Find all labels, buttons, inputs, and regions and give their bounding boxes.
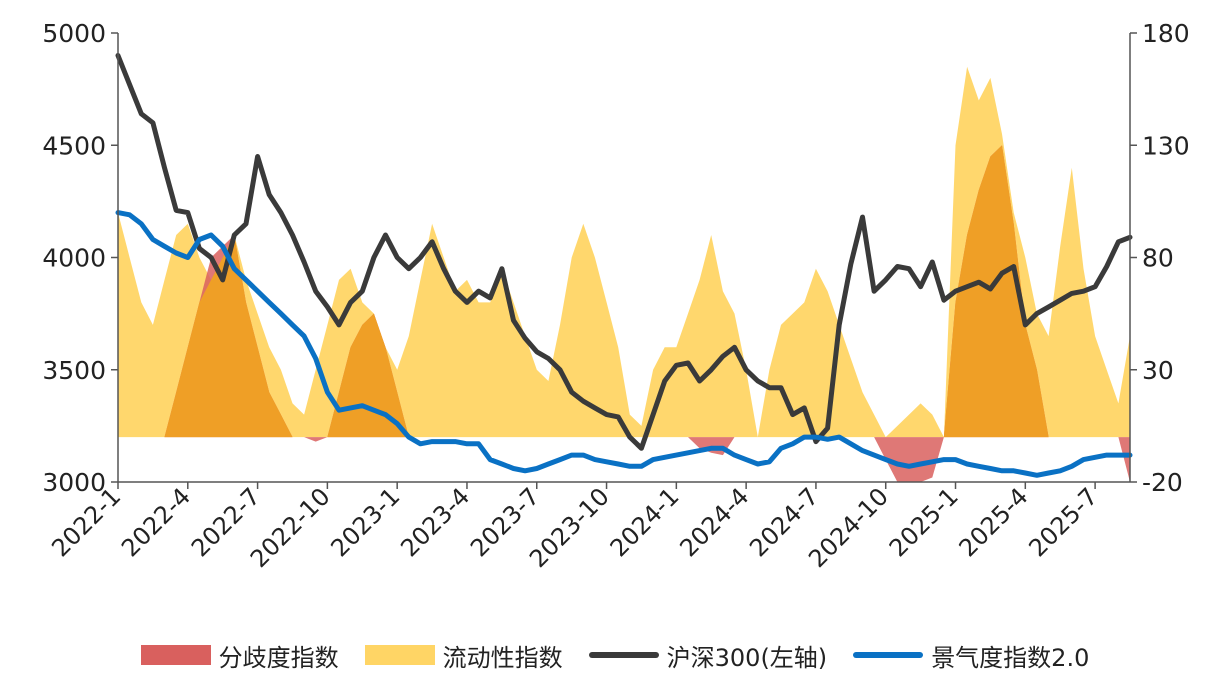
x-tick-label: 2022-4 — [116, 482, 196, 562]
x-tick-label: 2025-1 — [884, 482, 964, 562]
x-tick-label: 2025-7 — [1023, 482, 1103, 562]
x-tick-label: 2024-1 — [605, 482, 685, 562]
legend-label-liquidity: 流动性指数 — [442, 643, 563, 672]
legend-swatch-divergence — [140, 645, 211, 665]
area-series-group — [118, 66, 1130, 483]
line-series-group — [115, 53, 1133, 478]
legend-item-prosperity: 景气度指数2.0 — [853, 638, 1089, 673]
legend-label-prosperity: 景气度指数2.0 — [931, 643, 1090, 672]
legend-swatch-prosperity — [853, 652, 924, 658]
y-right-tick-label: 130 — [1142, 131, 1190, 160]
x-tick-label: 2023-1 — [326, 482, 406, 562]
y-left-tick-label: 3500 — [42, 356, 106, 385]
y-left-tick-label: 5000 — [42, 19, 106, 48]
y-right-tick-label: 80 — [1142, 244, 1174, 273]
legend: 分歧度指数 流动性指数 沪深300(左轴) 景气度指数2.0 — [0, 630, 1230, 680]
y-right-tick-label: -20 — [1142, 468, 1183, 497]
line-prosperity — [115, 210, 1133, 478]
legend-item-divergence: 分歧度指数 — [140, 638, 339, 673]
y-left-tick-label: 4500 — [42, 131, 106, 160]
legend-label-divergence: 分歧度指数 — [218, 643, 339, 672]
x-tick-label: 2024-4 — [674, 482, 754, 562]
chart-svg: 30003500400045005000-2030801301802022-12… — [42, 19, 1190, 573]
legend-item-csi300: 沪深300(左轴) — [588, 638, 828, 673]
line-csi300 — [115, 53, 1133, 451]
area-overlap — [118, 145, 1130, 438]
legend-item-liquidity: 流动性指数 — [364, 638, 563, 673]
y-right-tick-label: 30 — [1142, 356, 1174, 385]
y-right-tick-label: 180 — [1142, 19, 1190, 48]
legend-swatch-csi300 — [588, 652, 659, 658]
y-left-tick-label: 4000 — [42, 244, 106, 273]
x-tick-label: 2025-4 — [954, 482, 1034, 562]
legend-swatch-liquidity — [364, 645, 435, 665]
y-left-tick-label: 3000 — [42, 468, 106, 497]
x-tick-label: 2023-4 — [395, 482, 475, 562]
legend-label-csi300: 沪深300(左轴) — [666, 643, 828, 672]
